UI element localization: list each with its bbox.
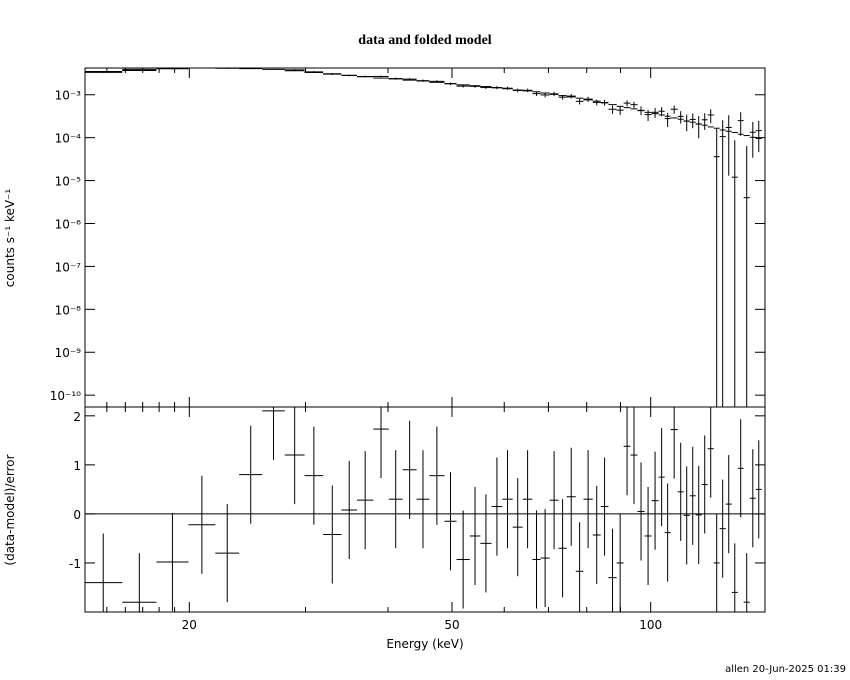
y-axis-label: (data-model)/error — [3, 454, 17, 565]
y-tick-label: 10⁻⁴ — [55, 132, 82, 146]
y-tick-label: 10⁻³ — [55, 89, 82, 103]
y-tick-label: 0 — [73, 508, 81, 522]
y-tick-label: 10⁻⁹ — [55, 346, 82, 360]
y-tick-label: 1 — [73, 459, 81, 473]
x-tick-label: 100 — [639, 618, 662, 632]
y-tick-label: 10⁻⁵ — [55, 175, 82, 189]
y-axis-label: counts s⁻¹ keV⁻¹ — [3, 189, 17, 288]
plot-area — [85, 68, 762, 407]
footer: allen 20-Jun-2025 01:39 — [725, 664, 846, 675]
plot-area — [85, 407, 765, 612]
x-axis-label: Energy (keV) — [386, 637, 463, 651]
y-tick-label: 10⁻⁷ — [55, 260, 82, 274]
y-tick-label: 10⁻⁸ — [55, 303, 82, 317]
y-tick-label: -1 — [69, 557, 81, 571]
x-tick-label: 50 — [444, 618, 459, 632]
y-tick-label: 2 — [73, 410, 81, 424]
plot-frame — [84, 67, 766, 408]
y-tick-label: 10⁻⁶ — [55, 217, 82, 231]
plot-frame — [84, 406, 766, 613]
chart-title: data and folded model — [358, 33, 492, 48]
x-tick-label: 20 — [182, 618, 197, 632]
y-tick-label: 10⁻¹⁰ — [50, 389, 81, 403]
